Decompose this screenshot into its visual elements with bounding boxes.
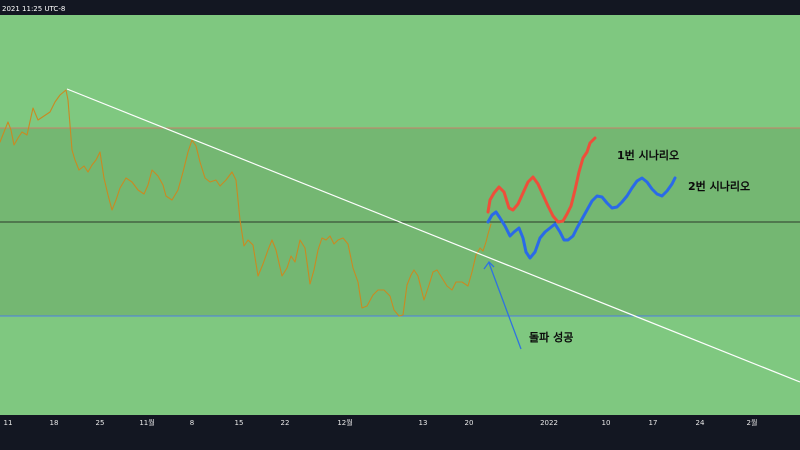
x-tick-label: 15 xyxy=(235,419,244,427)
scenario2-path[interactable] xyxy=(486,176,677,260)
x-tick-label: 11 xyxy=(4,419,13,427)
x-tick-label: 2월 xyxy=(747,418,758,427)
x-tick-label: 18 xyxy=(50,419,59,427)
x-tick-label: 17 xyxy=(649,419,658,427)
x-tick-label: 25 xyxy=(96,419,105,427)
downtrend-line[interactable] xyxy=(66,88,800,383)
x-axis-ticks: 11 18 25 11월 8 15 22 12월 13 20 2022 10 17 24 2월 xyxy=(4,418,758,427)
x-tick-label: 12월 xyxy=(337,418,352,427)
scenario1-path[interactable] xyxy=(486,136,597,224)
x-tick-label: 24 xyxy=(696,419,705,427)
x-tick-label: 8 xyxy=(190,419,194,427)
scenario2-label: 2번 시나리오 xyxy=(688,179,750,193)
time-axis xyxy=(0,415,800,450)
x-tick-label: 11월 xyxy=(139,418,154,427)
breakout-arrow xyxy=(483,260,522,350)
series-layer xyxy=(0,89,677,317)
x-tick-label: 20 xyxy=(465,419,474,427)
x-tick-label: 2022 xyxy=(540,419,558,427)
x-tick-label: 10 xyxy=(602,419,611,427)
price-series[interactable] xyxy=(0,89,492,317)
x-tick-label: 22 xyxy=(281,419,290,427)
scenario1-label: 1번 시나리오 xyxy=(617,148,679,162)
breakout-label: 돌파 성공 xyxy=(529,330,573,344)
x-tick-label: 13 xyxy=(419,419,428,427)
timestamp-label: 2021 11:25 UTC-8 xyxy=(2,5,65,13)
